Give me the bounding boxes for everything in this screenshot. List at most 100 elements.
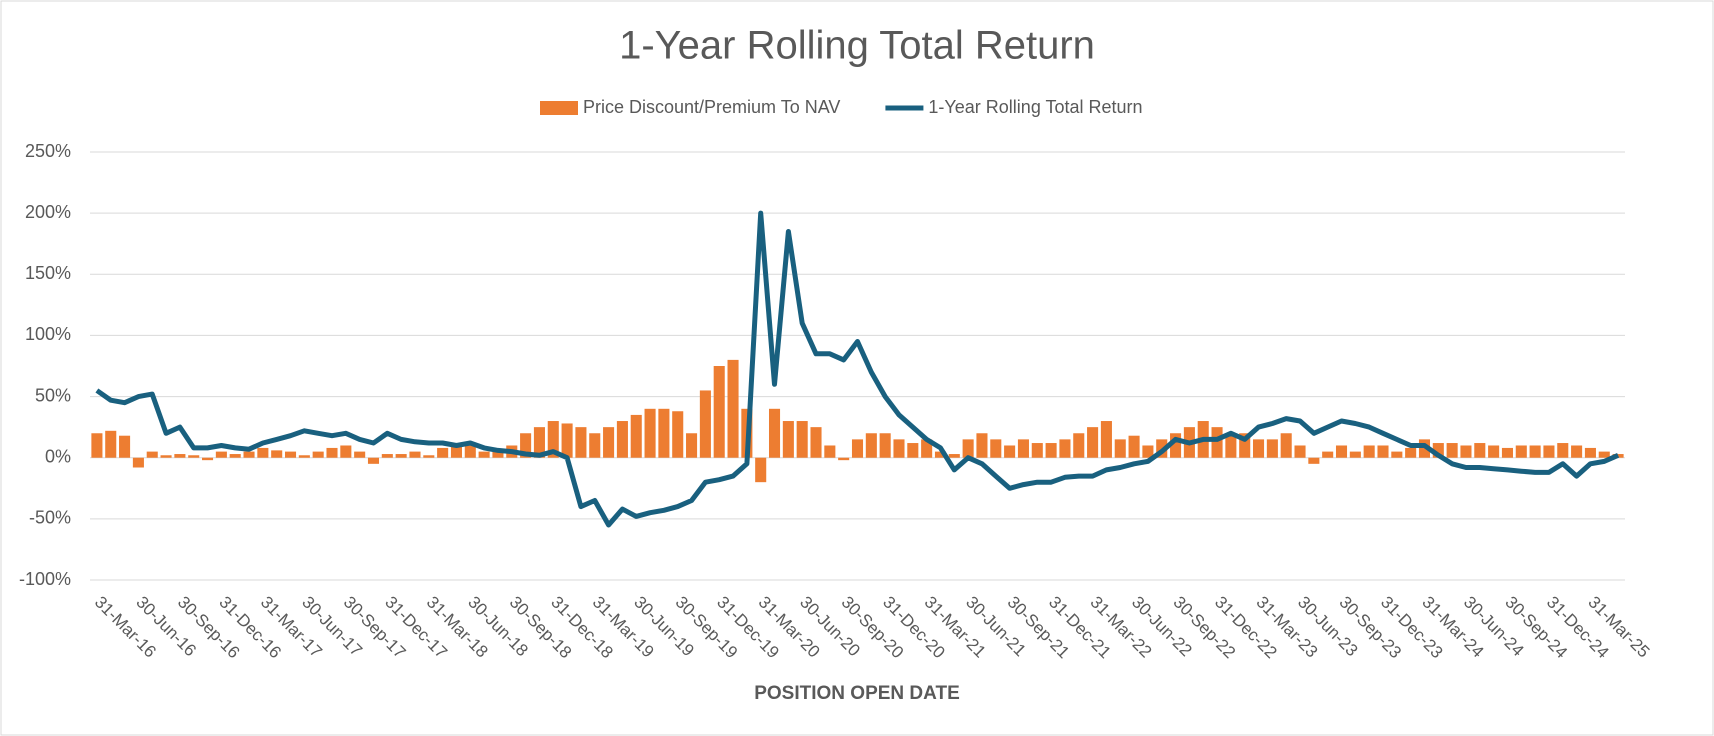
bar xyxy=(547,421,559,458)
bar xyxy=(202,457,214,461)
y-tick-label: -50% xyxy=(29,508,71,528)
bar xyxy=(1446,443,1458,458)
bar xyxy=(1128,435,1140,458)
bar xyxy=(367,457,380,464)
bar xyxy=(533,427,545,458)
bar xyxy=(1004,445,1016,458)
bar xyxy=(824,445,836,458)
bar xyxy=(686,433,698,458)
bar xyxy=(755,457,767,483)
bar xyxy=(1239,433,1251,458)
bar xyxy=(1501,447,1513,458)
bar xyxy=(119,435,131,458)
bar xyxy=(1017,439,1029,458)
bar xyxy=(561,423,573,458)
bar xyxy=(409,451,421,458)
bar xyxy=(1031,443,1043,458)
bar xyxy=(326,447,338,458)
bar xyxy=(215,451,227,458)
bar xyxy=(1045,443,1057,458)
bar xyxy=(464,445,476,458)
bar xyxy=(340,445,352,458)
bar xyxy=(1529,445,1541,458)
bar xyxy=(727,359,739,458)
bar xyxy=(1253,439,1265,458)
bar xyxy=(1363,445,1375,458)
x-axis-title: POSITION OPEN DATE xyxy=(754,683,960,704)
bar xyxy=(1460,445,1472,458)
bar xyxy=(243,451,255,458)
y-tick-label: 200% xyxy=(25,202,71,222)
bar xyxy=(174,454,186,458)
bar xyxy=(478,451,490,458)
legend-swatch xyxy=(540,101,578,115)
bar xyxy=(1225,433,1237,458)
bar xyxy=(105,430,117,458)
bar xyxy=(865,433,877,458)
bar xyxy=(132,457,144,468)
bar xyxy=(1335,445,1348,458)
y-tick-label: -100% xyxy=(19,569,71,589)
bar xyxy=(838,457,850,461)
bar xyxy=(354,451,366,458)
bar xyxy=(229,454,241,458)
legend-label: 1-Year Rolling Total Return xyxy=(928,97,1142,117)
legend-label: Price Discount/Premium To NAV xyxy=(583,97,840,117)
bar xyxy=(948,454,960,458)
bar xyxy=(1266,439,1278,458)
bar xyxy=(630,414,642,458)
bar xyxy=(644,408,656,458)
bar xyxy=(188,455,200,458)
y-tick-label: 150% xyxy=(25,263,71,283)
bar xyxy=(91,433,103,458)
bar xyxy=(257,447,269,458)
bar xyxy=(672,411,684,458)
bar xyxy=(990,439,1002,458)
bar xyxy=(893,439,905,458)
bar xyxy=(907,443,919,458)
bar xyxy=(976,433,988,458)
bar xyxy=(437,447,449,458)
bar xyxy=(1571,445,1583,458)
bar xyxy=(603,427,615,458)
bar xyxy=(492,451,504,458)
bar xyxy=(934,451,947,458)
bar xyxy=(921,439,933,458)
bar xyxy=(1391,451,1403,458)
bar xyxy=(796,421,808,458)
chart-title: 1-Year Rolling Total Return xyxy=(619,24,1095,68)
bar xyxy=(1584,447,1596,458)
bar xyxy=(298,455,310,458)
bar xyxy=(1073,433,1085,458)
bar xyxy=(146,451,158,458)
bar xyxy=(1114,439,1126,458)
line xyxy=(95,210,1620,528)
bar xyxy=(782,421,794,458)
bar xyxy=(1087,427,1099,458)
bar xyxy=(1432,443,1444,458)
y-tick-label: 100% xyxy=(25,324,71,344)
bar xyxy=(1280,433,1292,458)
bar xyxy=(1405,447,1417,458)
bar xyxy=(713,366,725,458)
y-tick-label: 0% xyxy=(45,446,71,466)
bar xyxy=(271,450,283,458)
bar xyxy=(450,445,462,458)
bar xyxy=(1294,445,1306,458)
bar xyxy=(879,433,891,458)
bar xyxy=(851,439,864,458)
bar xyxy=(1170,433,1182,458)
bar xyxy=(423,455,435,458)
bar xyxy=(589,433,601,458)
bar xyxy=(1308,457,1320,464)
y-tick-label: 50% xyxy=(35,385,71,405)
bar xyxy=(962,439,974,458)
bar xyxy=(1474,443,1486,458)
bar xyxy=(312,451,324,458)
bar xyxy=(1211,427,1223,458)
bar xyxy=(1488,445,1500,458)
bar xyxy=(395,454,407,458)
bar xyxy=(1142,445,1154,458)
